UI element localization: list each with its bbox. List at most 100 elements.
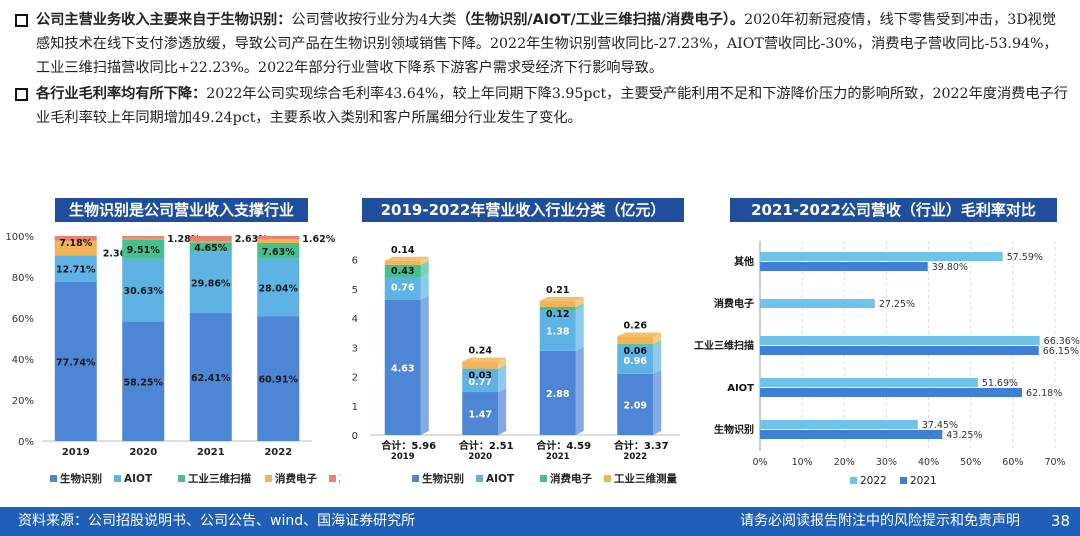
x-tick-label: 2021 (546, 452, 570, 462)
bar-segment (122, 258, 165, 322)
data-label: 51.69% (982, 378, 1018, 389)
legend-label: 2022 (860, 475, 887, 487)
bullet-1-head: 公司主营业务收入主要来自于生物识别： (36, 12, 292, 28)
legend-label: 生物识别 (60, 472, 102, 485)
bar-segment (384, 277, 421, 300)
y-tick-label: 4 (352, 314, 358, 325)
chart1-stacked-percent: 0% 20% 40% 60% 80% 100% 2019 77.74% 12.71% 7.18% 2… (5, 232, 340, 485)
y-tick-label: 20% (12, 396, 34, 407)
bar (760, 299, 875, 308)
legend-swatch (412, 475, 419, 482)
bar-segment (257, 236, 300, 240)
legend-label: AIOT (124, 473, 153, 485)
data-label: 37.45% (922, 420, 958, 431)
x-tick-label: 2019 (62, 447, 90, 458)
bar-segment-side (575, 346, 584, 435)
y-tick-label: 6 (352, 256, 358, 267)
data-label: 1.47 (469, 410, 492, 421)
data-label: 7.18% (59, 238, 92, 249)
bar-segment (189, 236, 232, 242)
bar-segment (189, 241, 232, 243)
bar-segment (539, 300, 576, 307)
legend-label: AIOT (486, 473, 515, 485)
legend-swatch (604, 475, 611, 482)
bullet-1-bold: （生物识别/AIOT/工业三维扫描/消费电子）。 (456, 12, 745, 28)
bar-segment (54, 240, 97, 256)
chart3-title: 2021-2022公司营收（行业）毛利率对比 (730, 198, 1057, 222)
legend-label: 消费电子 (550, 472, 592, 485)
bar-segment (122, 321, 165, 441)
bar (760, 388, 1023, 397)
bar-segment-side (653, 340, 662, 346)
checkbox-square-icon (15, 14, 28, 27)
x-tick-label: 40% (918, 457, 939, 468)
bar-segment-side (653, 332, 662, 345)
bar (760, 336, 1040, 345)
bar-segment (257, 243, 300, 259)
bar-segment (462, 361, 499, 369)
data-label: 0.06 (624, 346, 648, 357)
bar-segment-side (653, 369, 662, 435)
data-label: 0.12 (546, 309, 569, 320)
y-category-label: 消费电子 (714, 297, 754, 310)
legend-swatch (114, 475, 121, 482)
total-label: 合计：3.37 (613, 439, 669, 452)
y-tick-label: 100% (5, 232, 34, 243)
bar-segment (462, 368, 499, 370)
data-label: 0.76 (391, 283, 415, 294)
data-label: 0.43 (391, 266, 414, 277)
data-label: 1.62% (302, 234, 335, 245)
legend-swatch (540, 475, 547, 482)
legend-swatch (476, 475, 483, 482)
bar-segment (189, 242, 232, 252)
legend-label: 消费电子 (275, 472, 317, 485)
data-label: 43.25% (946, 430, 982, 441)
total-label: 合计：4.59 (535, 439, 591, 452)
y-tick-label: 60% (12, 314, 34, 325)
bullet-1-tail: 2020年初新冠疫情，线下零售受到冲击，3D视觉感知技术在线下支付渗透放缓，导致… (36, 12, 1058, 76)
bar-segment (617, 345, 654, 374)
data-label: 2.09 (624, 400, 647, 411)
page-number: 38 (1050, 512, 1070, 530)
bar-segment (54, 255, 97, 282)
y-tick-label: 1 (352, 402, 358, 413)
y-category-label: 工业三维扫描 (694, 339, 754, 352)
data-label: 0.77 (469, 377, 492, 388)
bar-segment (122, 238, 165, 240)
x-tick-label: 2022 (623, 452, 647, 462)
bullet-2: 各行业毛利率均有所下降：2022年公司实现综合毛利率43.64%，较上年同期下降… (14, 82, 1070, 130)
x-tick-label: 2022 (264, 447, 292, 458)
bar-segment (617, 373, 654, 435)
legend-label: 2021 (910, 475, 937, 487)
legend-label: 其他 (339, 472, 340, 485)
bar (760, 252, 1003, 261)
bar-top (539, 296, 584, 301)
x-tick-label: 10% (792, 457, 813, 468)
bar (760, 378, 978, 387)
bar-segment (539, 350, 576, 435)
bar-segment-side (575, 302, 584, 311)
data-label: 2.63% (235, 234, 268, 245)
data-label: 2.36% (103, 248, 136, 259)
bar-segment (257, 258, 300, 317)
legend-label: 工业三维测量 (614, 472, 677, 485)
footer-disclaimer: 请务必阅读报告附注中的风险提示和免责声明 (740, 513, 1020, 529)
bar-segment (539, 306, 576, 311)
y-tick-label: 5 (352, 285, 358, 296)
bar-segment (384, 260, 421, 265)
y-category-label: 其他 (734, 255, 754, 268)
x-tick-label: 30% (876, 457, 897, 468)
x-tick-label: 2020 (129, 447, 157, 458)
legend-swatch (329, 475, 336, 482)
legend-swatch (850, 477, 857, 484)
data-label: 39.80% (932, 262, 968, 273)
data-label: 0.24 (469, 346, 493, 357)
y-tick-label: 3 (352, 343, 358, 354)
legend-swatch (900, 477, 907, 484)
y-tick-label: 80% (12, 273, 34, 284)
bar-segment-side (420, 273, 429, 300)
y-category-label: AIOT (727, 383, 754, 394)
footer-bar: 资料来源：公司招股说明书、公司公告、wind、国海证券研究所 请务必阅读报告附注… (0, 507, 1080, 536)
x-tick-label: 70% (1044, 457, 1065, 468)
y-tick-label: 40% (12, 355, 34, 366)
